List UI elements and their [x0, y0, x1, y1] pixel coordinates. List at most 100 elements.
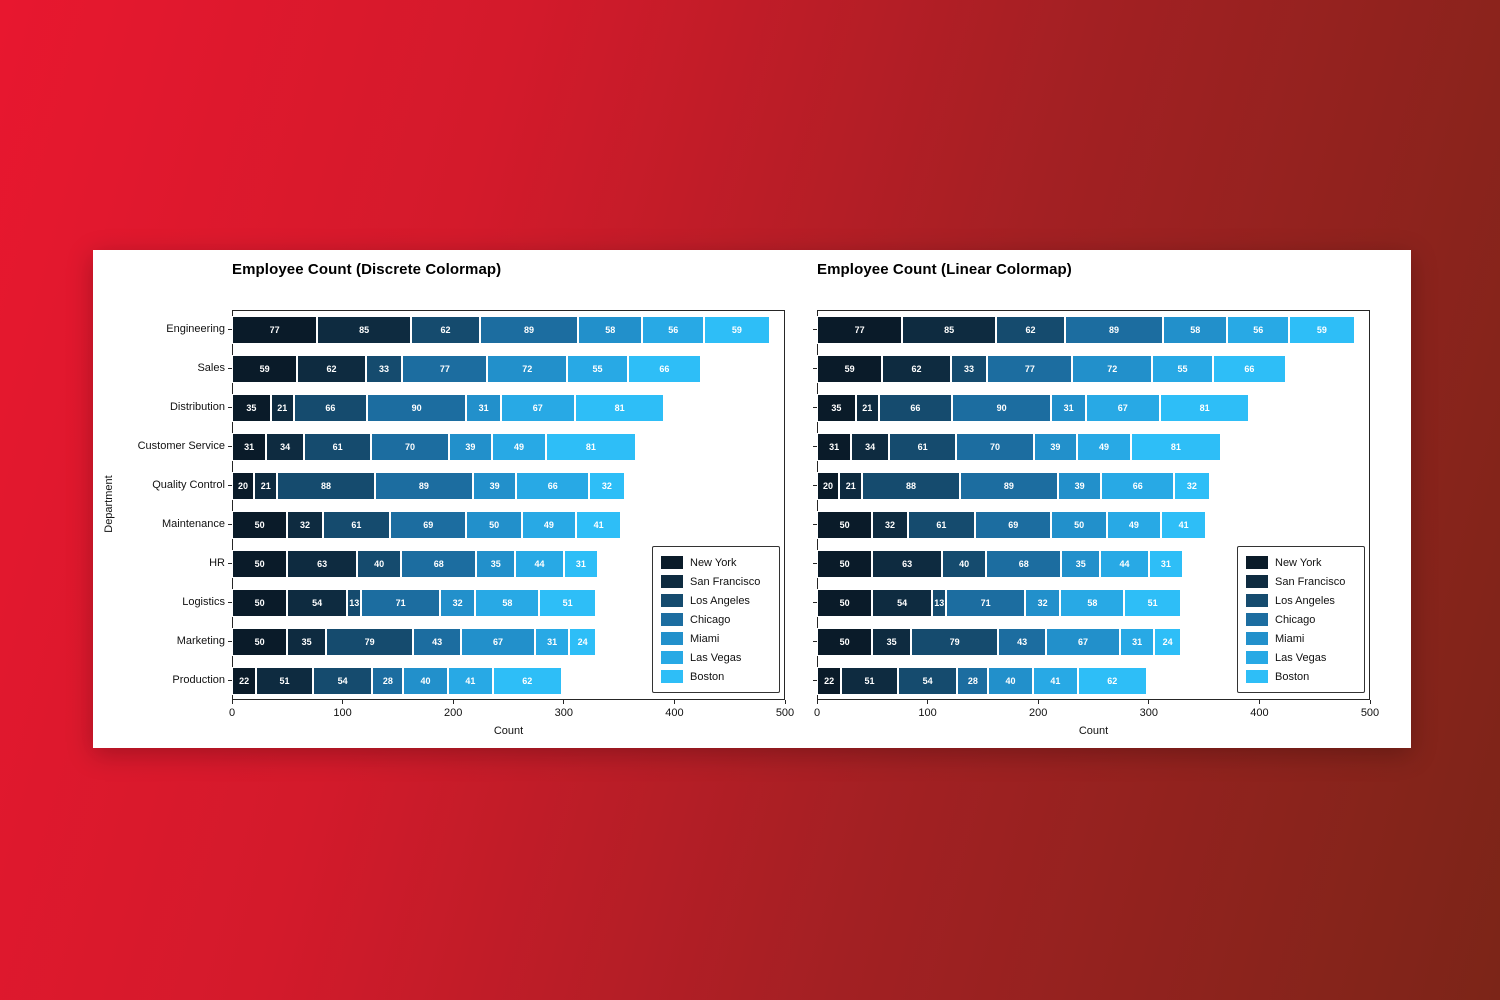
y-tick-mark — [228, 329, 232, 330]
bar-segment: 32 — [589, 471, 625, 500]
bar-segment: 49 — [1106, 510, 1161, 539]
bar-segment: 62 — [297, 354, 366, 383]
bar-value-label: 62 — [911, 363, 922, 374]
y-tick-mark — [813, 485, 817, 486]
bar-segment: 35 — [287, 627, 326, 656]
bar-value-label: 79 — [364, 636, 375, 647]
bar-segment: 33 — [365, 354, 403, 383]
legend-item: Los Angeles — [653, 591, 779, 610]
bar-value-label: 56 — [1253, 324, 1264, 335]
bar-value-label: 70 — [405, 441, 416, 452]
bar-value-label: 50 — [489, 519, 500, 530]
legend-item: San Francisco — [653, 572, 779, 591]
bar-value-label: 41 — [1178, 519, 1189, 530]
bar-value-label: 62 — [326, 363, 337, 374]
legend-swatch — [1246, 556, 1268, 569]
bar-value-label: 66 — [1244, 363, 1255, 374]
bar-value-label: 72 — [1107, 363, 1118, 374]
legend-swatch — [1246, 594, 1268, 607]
bar-value-label: 32 — [884, 519, 895, 530]
bar-segment: 56 — [642, 315, 705, 344]
bar-segment: 32 — [287, 510, 323, 539]
bar-value-label: 66 — [1132, 480, 1143, 491]
y-tick-mark — [228, 407, 232, 408]
bar-value-label: 85 — [944, 324, 955, 335]
legend-item: Boston — [653, 667, 779, 686]
bar-value-label: 22 — [239, 675, 250, 686]
bar-segment: 31 — [1051, 393, 1086, 422]
bar-value-label: 22 — [824, 675, 835, 686]
bar-value-label: 50 — [839, 597, 850, 608]
category-label: Logistics — [182, 595, 225, 608]
chart-title: Employee Count (Discrete Colormap) — [232, 261, 502, 278]
bar-segment: 68 — [401, 549, 477, 578]
bar-value-label: 34 — [865, 441, 876, 452]
x-tick-mark — [1148, 700, 1150, 704]
bar-segment: 50 — [817, 627, 873, 656]
bar-value-label: 89 — [1003, 480, 1014, 491]
bar-segment: 51 — [539, 588, 596, 617]
legend-swatch — [661, 575, 683, 588]
y-tick-mark — [228, 485, 232, 486]
bar-value-label: 13 — [934, 597, 945, 608]
legend-label: Chicago — [1275, 613, 1316, 626]
bar-segment: 71 — [361, 588, 440, 617]
bar-value-label: 31 — [1063, 402, 1074, 413]
bar-segment: 70 — [371, 432, 449, 461]
bar-segment: 51 — [256, 666, 313, 695]
bar-segment: 61 — [888, 432, 957, 461]
bar-value-label: 81 — [1170, 441, 1181, 452]
legend-label: San Francisco — [690, 575, 761, 588]
bar-value-label: 34 — [280, 441, 291, 452]
bar-value-label: 51 — [1147, 597, 1158, 608]
bar-segment: 31 — [535, 627, 570, 656]
bar-segment: 35 — [1061, 549, 1101, 578]
bar-segment: 81 — [546, 432, 636, 461]
bar-segment: 50 — [817, 588, 873, 617]
legend-item: San Francisco — [1238, 572, 1364, 591]
bar-segment: 40 — [941, 549, 987, 578]
x-tick-label: 0 — [813, 707, 821, 719]
bar-segment: 71 — [946, 588, 1025, 617]
bar-segment: 21 — [270, 393, 294, 422]
bar-value-label: 54 — [922, 675, 933, 686]
legend-label: New York — [1275, 556, 1322, 569]
bar-segment: 31 — [466, 393, 501, 422]
bar-segment: 21 — [855, 393, 879, 422]
bar-value-label: 41 — [465, 675, 476, 686]
bar-value-label: 24 — [577, 636, 588, 647]
bar-value-label: 69 — [423, 519, 434, 530]
bar-value-label: 67 — [532, 402, 543, 413]
bar-value-label: 72 — [522, 363, 533, 374]
bar-segment: 32 — [1174, 471, 1210, 500]
legend-swatch — [661, 556, 683, 569]
bar-segment: 62 — [882, 354, 951, 383]
bar-value-label: 39 — [465, 441, 476, 452]
x-tick-label: 400 — [1250, 707, 1269, 719]
chart-title: Employee Count (Linear Colormap) — [817, 261, 1072, 278]
bar-value-label: 40 — [959, 558, 970, 569]
bar-value-label: 70 — [990, 441, 1001, 452]
bar-segment: 62 — [411, 315, 480, 344]
bar-value-label: 58 — [1190, 324, 1201, 335]
bar-value-label: 31 — [244, 441, 255, 452]
bar-value-label: 35 — [831, 402, 842, 413]
bar-value-label: 68 — [433, 558, 444, 569]
bar-segment: 68 — [986, 549, 1062, 578]
chart-linear-colormap: Employee Count (Linear Colormap) 0 100 200… — [752, 250, 1411, 748]
bar-segment: 58 — [578, 315, 643, 344]
bar-segment: 85 — [317, 315, 412, 344]
bar-segment: 59 — [1289, 315, 1355, 344]
bar-segment: 70 — [956, 432, 1034, 461]
legend-item: Miami — [653, 629, 779, 648]
bar-segment: 35 — [476, 549, 516, 578]
bar-segment: 66 — [516, 471, 590, 500]
legend-item: Las Vegas — [653, 648, 779, 667]
bar-segment: 58 — [1060, 588, 1125, 617]
bar-segment: 77 — [402, 354, 488, 383]
bar-value-label: 43 — [432, 636, 443, 647]
bar-value-label: 32 — [1037, 597, 1048, 608]
bar-value-label: 58 — [1087, 597, 1098, 608]
bar-value-label: 88 — [320, 480, 331, 491]
category-label: Maintenance — [162, 517, 225, 530]
